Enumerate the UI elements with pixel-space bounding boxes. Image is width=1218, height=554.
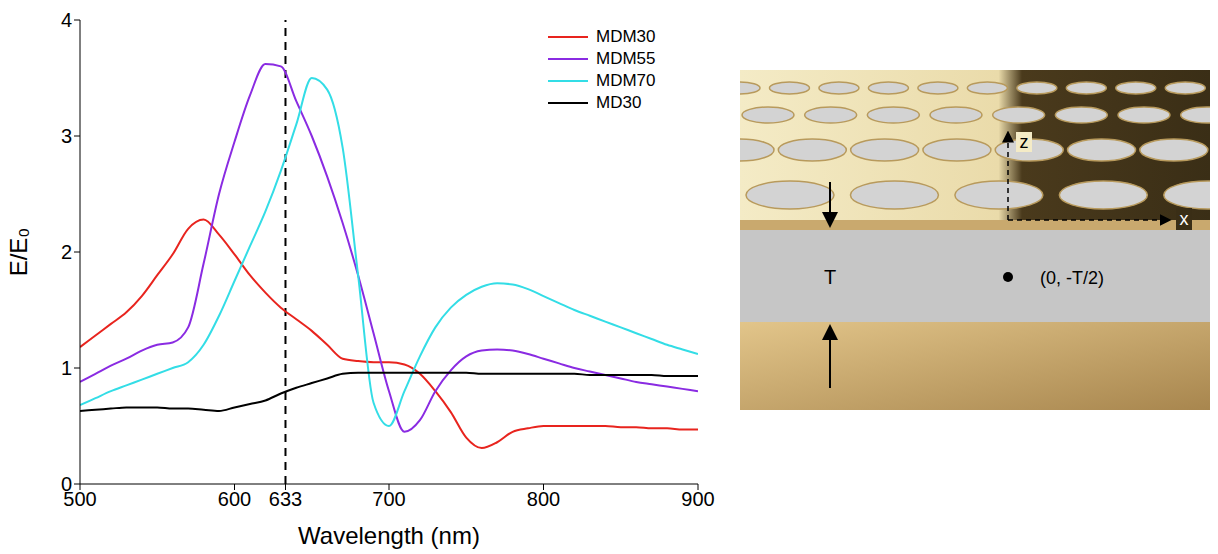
svg-text:z: z xyxy=(1020,132,1029,152)
svg-text:1: 1 xyxy=(61,357,72,379)
html-text:MDM30: MDM30 xyxy=(596,27,656,46)
svg-text:2: 2 xyxy=(61,241,72,263)
svg-text:600: 600 xyxy=(218,488,251,510)
svg-text:800: 800 xyxy=(527,488,560,510)
svg-text:T: T xyxy=(824,266,836,288)
svg-text:633: 633 xyxy=(269,488,302,510)
svg-text:900: 900 xyxy=(681,488,714,510)
svg-text:E/E₀: E/E₀ xyxy=(5,228,32,277)
svg-text:700: 700 xyxy=(372,488,405,510)
svg-text:(0, -T/2): (0, -T/2) xyxy=(1040,268,1104,288)
svg-text:3: 3 xyxy=(61,125,72,147)
html-text:MD30: MD30 xyxy=(596,93,642,112)
html-text:MDM70: MDM70 xyxy=(596,71,656,90)
svg-text:0: 0 xyxy=(61,473,72,495)
svg-text:Wavelength (nm): Wavelength (nm) xyxy=(298,522,480,549)
svg-text:x: x xyxy=(1180,209,1189,229)
html-text:MDM55: MDM55 xyxy=(596,49,656,68)
svg-text:4: 4 xyxy=(61,9,72,31)
svg-text:500: 500 xyxy=(63,488,97,511)
